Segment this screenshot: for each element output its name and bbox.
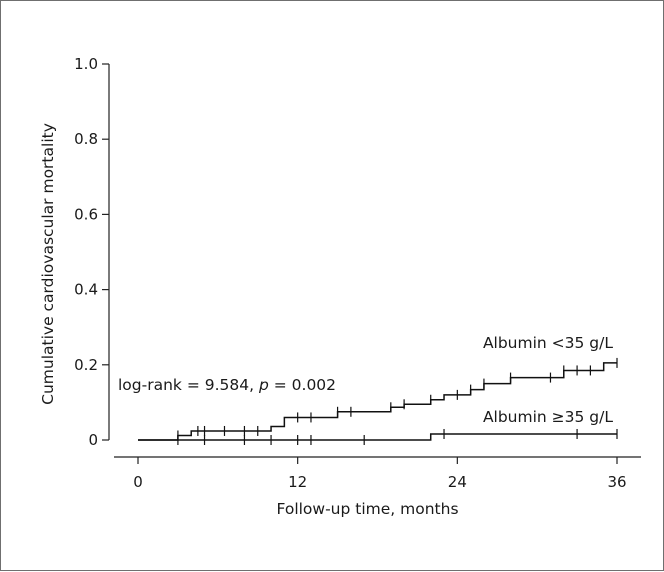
y-tick-label: 0.4 [74, 281, 98, 299]
x-tick-label: 0 [133, 473, 143, 491]
km-curve-0 [138, 362, 617, 441]
y-tick-label: 0.8 [74, 130, 98, 148]
x-tick-label: 12 [288, 473, 307, 491]
x-tick-label: 36 [607, 473, 626, 491]
censor-marks [177, 357, 618, 445]
y-tick-label: 1.0 [74, 55, 98, 73]
y-tick-label: 0.6 [74, 205, 98, 223]
logrank-annotation: log-rank = 9.584, p = 0.002 [118, 376, 336, 394]
p-symbol: p [258, 376, 269, 394]
y-tick-label: 0 [88, 431, 98, 449]
km-curve-1 [138, 433, 617, 441]
series-label-high-albumin: Albumin ≥35 g/L [483, 408, 613, 426]
series-label-low-albumin: Albumin <35 g/L [483, 334, 613, 352]
y-axis-title: Cumulative cardiovascular mortality [39, 123, 57, 405]
logrank-suffix: = 0.002 [269, 376, 336, 394]
curves [138, 362, 617, 441]
x-axis-title: Follow-up time, months [276, 500, 458, 518]
axes: 0 0.2 0.4 0.6 0.8 1.0 0 12 24 36 [74, 55, 641, 491]
x-tick-label: 24 [448, 473, 467, 491]
y-tick-label: 0.2 [74, 356, 98, 374]
logrank-prefix: log-rank = 9.584, [118, 376, 259, 394]
